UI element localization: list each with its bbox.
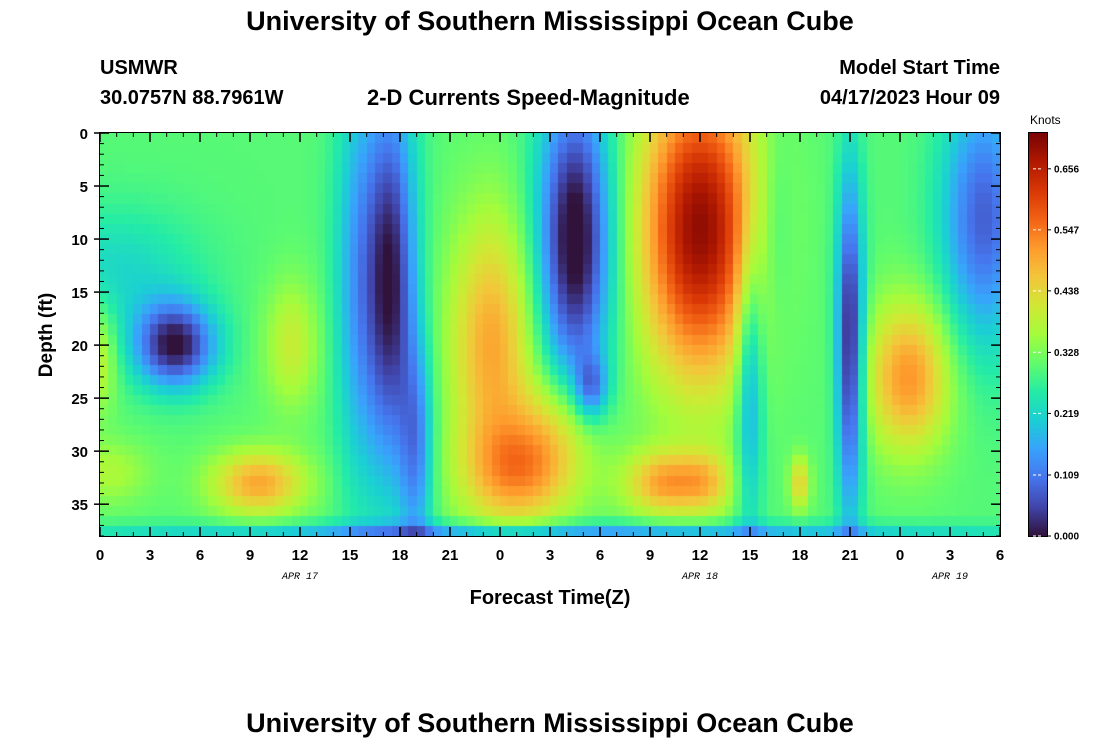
x-tick-label: 0 [96,547,104,564]
x-tick-label: 3 [946,547,954,564]
x-tick-label: 12 [292,547,309,564]
y-tick-label: 0 [80,126,88,143]
x-tick-label: 6 [996,547,1004,564]
x-tick-label: 18 [392,547,409,564]
x-tick-label: 6 [596,547,604,564]
station-coords: 30.0757N 88.7961W [100,87,284,109]
colorbar-tick-label: 0.000 [1054,532,1079,543]
heatmap-canvas [100,133,1000,536]
colorbar-tick-label: 0.219 [1054,409,1079,420]
y-tick-label: 25 [71,391,88,408]
date-label: APR 18 [681,572,718,583]
y-tick-label: 10 [71,232,88,249]
y-axis-label: Depth (ft) [36,293,57,377]
colorbar-tick-label: 0.109 [1054,470,1079,481]
x-tick-label: 0 [896,547,904,564]
y-tick-label: 20 [71,338,88,355]
x-tick-label: 15 [742,547,759,564]
x-tick-label: 18 [792,547,809,564]
x-tick-label: 6 [196,547,204,564]
x-tick-label: 9 [246,547,254,564]
x-tick-label: 3 [146,547,154,564]
x-tick-label: 12 [692,547,709,564]
date-label: APR 19 [931,572,968,583]
colorbar-tick-label: 0.656 [1054,164,1079,175]
colorbar-tick-label: 0.328 [1054,348,1079,359]
y-tick-label: 5 [80,179,88,196]
model-start-label: Model Start Time [839,57,1000,79]
x-tick-label: 21 [442,547,459,564]
colorbar-tick-label: 0.438 [1054,286,1079,297]
colorbar-gradient [1029,133,1047,536]
footer-title: University of Southern Mississippi Ocean… [246,708,854,738]
y-tick-label: 30 [71,444,88,461]
colorbar-label: Knots [1030,113,1061,127]
station-name: USMWR [100,57,178,79]
model-start-value: 04/17/2023 Hour 09 [819,87,1000,109]
x-tick-label: 0 [496,547,504,564]
colorbar-tick-label: 0.547 [1054,225,1079,236]
x-axis-label: Forecast Time(Z) [470,587,631,609]
x-tick-label: 21 [842,547,859,564]
heatmap-plot-area [99,132,1001,537]
chart-subtitle: 2-D Currents Speed-Magnitude [367,85,690,110]
y-tick-label: 35 [71,497,88,514]
date-label: APR 17 [281,572,318,583]
x-tick-label: 9 [646,547,654,564]
x-tick-label: 3 [546,547,554,564]
y-tick-label: 15 [71,285,88,302]
page-title: University of Southern Mississippi Ocean… [246,6,854,36]
colorbar [1028,132,1048,537]
x-tick-label: 15 [342,547,359,564]
